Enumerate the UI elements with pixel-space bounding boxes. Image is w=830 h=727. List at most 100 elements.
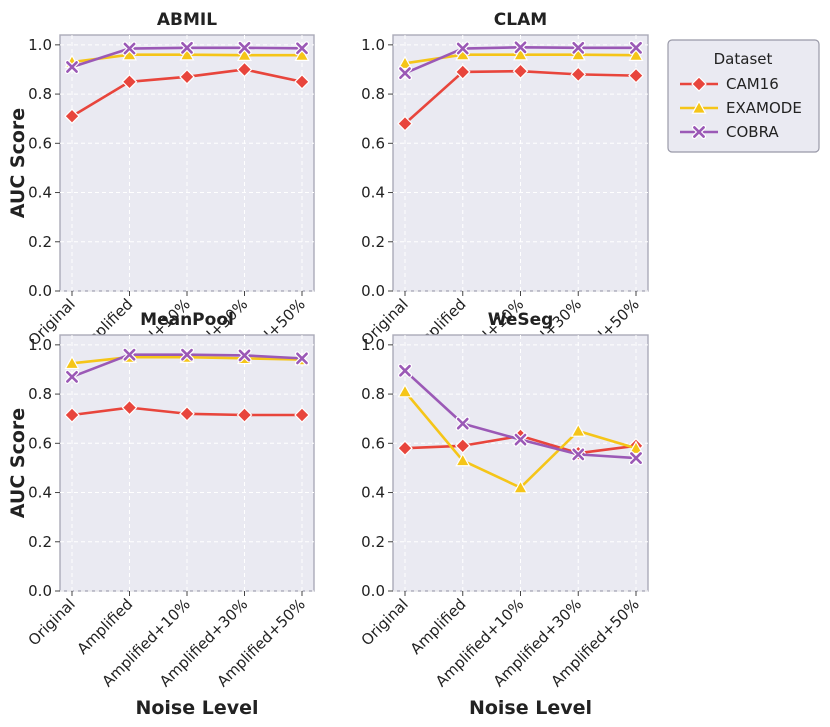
data-point xyxy=(397,115,413,132)
marker-cross xyxy=(181,348,193,361)
y-tick-label: 1.0 xyxy=(361,36,385,54)
data-point xyxy=(64,355,80,370)
y-tick-label: 0.2 xyxy=(28,533,52,551)
marker-cross xyxy=(181,41,193,54)
data-point xyxy=(513,40,528,55)
legend-label: COBRA xyxy=(726,123,779,141)
data-point xyxy=(294,407,310,423)
legend-marker xyxy=(691,76,707,92)
y-tick-label: 0.6 xyxy=(28,134,52,152)
marker-cross xyxy=(296,352,308,365)
marker-cross xyxy=(456,417,469,430)
data-point xyxy=(571,40,586,55)
y-tick-label: 0.2 xyxy=(361,233,385,251)
y-tick-label: 0.0 xyxy=(361,282,385,300)
legend-entry-cam16: CAM16 xyxy=(680,75,779,93)
marker-cross xyxy=(123,42,136,55)
data-point xyxy=(512,46,529,61)
data-point xyxy=(122,41,137,56)
data-point xyxy=(571,447,586,462)
marker-cross xyxy=(630,41,642,54)
data-point xyxy=(455,452,471,467)
data-point xyxy=(512,479,529,494)
x-axis-label: Noise Level xyxy=(469,697,592,719)
y-tick-label: 0.8 xyxy=(28,85,52,103)
subplot-title: CLAM xyxy=(494,10,547,30)
marker-cross xyxy=(572,41,585,54)
data-point xyxy=(628,450,644,466)
legend: Dataset CAM16 EXAMODE COBRA xyxy=(667,39,820,153)
y-tick-label: 0.6 xyxy=(361,134,385,152)
data-point xyxy=(294,73,310,90)
y-axis-label: AUC Score xyxy=(7,408,29,518)
data-point xyxy=(397,363,413,378)
data-point xyxy=(64,369,80,384)
legend-label: CAM16 xyxy=(726,75,779,93)
data-point xyxy=(121,399,138,416)
legend-marker xyxy=(691,124,707,140)
data-point xyxy=(455,416,470,431)
marker-cross xyxy=(630,452,642,464)
y-tick-label: 0.4 xyxy=(28,484,52,502)
series-cobra xyxy=(397,363,644,466)
data-point xyxy=(294,351,310,366)
legend-label: EXAMODE xyxy=(726,99,802,117)
y-tick-label: 0.4 xyxy=(28,184,52,202)
legend-entry-examode: EXAMODE xyxy=(680,99,802,117)
data-point xyxy=(64,108,80,125)
marker-cross xyxy=(514,433,527,446)
series-cobra xyxy=(64,40,310,75)
data-point xyxy=(179,40,195,55)
x-tick-label: Original xyxy=(358,595,412,649)
y-tick-label: 0.6 xyxy=(361,434,385,452)
y-tick-label: 0.2 xyxy=(361,533,385,551)
legend-entry-cobra: COBRA xyxy=(680,123,779,141)
data-point xyxy=(454,437,471,454)
y-tick-label: 0.8 xyxy=(361,385,385,403)
data-point xyxy=(121,73,138,90)
y-tick-label: 0.0 xyxy=(28,282,52,300)
series-cam16 xyxy=(397,63,644,132)
data-point xyxy=(237,40,252,55)
data-point xyxy=(628,440,644,455)
marker-cross xyxy=(399,67,411,80)
y-tick-label: 0.8 xyxy=(28,385,52,403)
legend-title: Dataset xyxy=(714,50,773,68)
legend-box xyxy=(667,39,820,153)
subplot-title: WeSeg xyxy=(488,310,554,330)
data-point xyxy=(179,68,195,85)
marker-cross xyxy=(399,364,411,377)
data-point xyxy=(397,440,413,457)
data-point xyxy=(570,66,587,83)
y-tick-label: 0.2 xyxy=(28,233,52,251)
subplot-weseg: WeSeg0.00.20.40.60.81.0OriginalAmplified… xyxy=(358,310,649,719)
marker-cross xyxy=(514,41,527,54)
data-point xyxy=(397,55,413,70)
y-tick-label: 0.0 xyxy=(28,582,52,600)
marker-cross xyxy=(123,348,136,361)
data-point xyxy=(513,432,528,447)
x-tick-label: Original xyxy=(25,595,79,649)
y-tick-label: 1.0 xyxy=(361,336,385,354)
marker-cross xyxy=(572,448,585,461)
data-point xyxy=(512,63,529,80)
data-point xyxy=(236,407,253,423)
data-point xyxy=(397,66,413,81)
legend-marker xyxy=(691,100,707,114)
data-point xyxy=(237,348,252,363)
series-examode xyxy=(397,383,644,494)
series-cobra xyxy=(397,40,644,81)
y-tick-label: 1.0 xyxy=(28,36,52,54)
marker-cross xyxy=(296,42,308,55)
data-point xyxy=(236,47,253,61)
data-point xyxy=(122,347,137,362)
data-point xyxy=(397,383,413,398)
y-tick-label: 1.0 xyxy=(28,336,52,354)
marker-cross xyxy=(238,41,251,54)
y-tick-label: 0.0 xyxy=(361,582,385,600)
y-tick-label: 0.4 xyxy=(361,184,385,202)
data-point xyxy=(628,67,644,84)
series-cam16 xyxy=(64,61,310,125)
y-tick-label: 0.6 xyxy=(28,434,52,452)
data-point xyxy=(628,47,644,61)
